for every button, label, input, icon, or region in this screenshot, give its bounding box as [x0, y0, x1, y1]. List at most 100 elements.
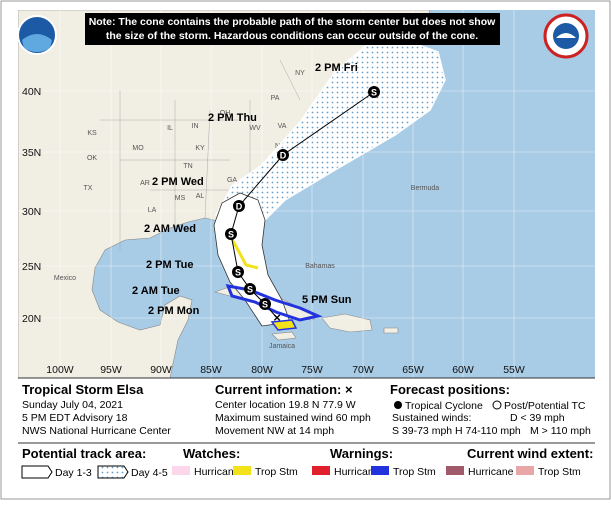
- track-header: Potential track area:: [22, 446, 146, 461]
- place-label: MS: [175, 195, 186, 202]
- storm-title: Tropical Storm Elsa: [22, 382, 144, 397]
- place-label: IN: [192, 123, 199, 130]
- tc-symbol: [394, 401, 402, 409]
- current-position: ×: [273, 310, 281, 325]
- ptc-label: Post/Potential TC: [504, 400, 586, 412]
- point-letter: S: [262, 300, 268, 310]
- puerto-rico: [383, 327, 399, 334]
- forecast-label: 5 PM Sun: [302, 294, 352, 306]
- longitude-labels: 100W 95W 90W 85W 80W 75W 70W 65W 60W 55W: [46, 364, 525, 376]
- warning-jamaica: [270, 319, 298, 331]
- longitude-label: 80W: [251, 364, 273, 376]
- latitude-label: 35N: [22, 147, 41, 159]
- point-letter: S: [371, 88, 377, 98]
- sustained: Sustained winds:: [392, 412, 471, 424]
- trop-storm-warning: [225, 284, 323, 322]
- note-line: Note: The cone contains the probable pat…: [89, 16, 496, 28]
- watch-hurricane-swatch: [172, 466, 190, 475]
- longitude-label: 65W: [402, 364, 424, 376]
- watch-hurricane-label: Hurricane: [194, 466, 240, 478]
- info-panel: Tropical Storm Elsa Sunday July 04, 2021…: [22, 382, 591, 437]
- place-label: TN: [183, 163, 192, 170]
- longitude-label: 85W: [200, 364, 222, 376]
- wind-m: M > 110 mph: [530, 425, 591, 437]
- point-letter: D: [236, 202, 243, 212]
- date: Sunday July 04, 2021: [22, 399, 123, 411]
- forecast-point: [277, 149, 289, 161]
- forecast-label: 2 PM Thu: [208, 112, 257, 124]
- forecast-label: 2 PM Fri: [315, 62, 358, 74]
- warn-ts-label: Trop Stm: [393, 466, 436, 478]
- borders: [100, 59, 301, 250]
- forecast-point: [232, 266, 244, 278]
- legend: Potential track area: Day 1-3 Day 4-5 Wa…: [21, 446, 593, 479]
- place-label: AL: [196, 193, 205, 200]
- place-label: MO: [132, 145, 144, 152]
- map: Mexico Bermuda Bahamas Jamaica TX OK KS AR MO LA M…: [18, 10, 595, 378]
- point-letter: S: [228, 230, 234, 240]
- movement: Movement NW at 14 mph: [215, 425, 334, 437]
- warn-hurricane-label: Hurricane: [334, 466, 380, 478]
- forecast-label: 2 AM Tue: [132, 285, 180, 297]
- place-label: TX: [84, 185, 93, 192]
- place-label: IL: [167, 125, 173, 132]
- forecast-point: [233, 200, 245, 212]
- note-line: the size of the storm. Hazardous conditi…: [106, 30, 478, 42]
- wind-h: H 74-110 mph: [455, 425, 521, 437]
- place-label: KS: [87, 130, 97, 137]
- warn-hurricane-swatch: [312, 466, 330, 475]
- place-label: VA: [278, 123, 287, 130]
- longitude-label: 55W: [503, 364, 525, 376]
- forecast-header: Forecast positions:: [390, 382, 510, 397]
- jamaica: [271, 331, 297, 341]
- place-label: Jamaica: [269, 343, 295, 350]
- place-label: GA: [227, 177, 237, 184]
- forecast-labels: 2 PM Fri 2 PM Thu 2 PM Wed 2 AM Wed 2 PM Tue…: [132, 62, 358, 317]
- forecast-point: [259, 298, 271, 310]
- place-label: AR: [140, 180, 150, 187]
- place-label: PA: [271, 95, 280, 102]
- longitude-label: 60W: [452, 364, 474, 376]
- forecast-point: [368, 86, 380, 98]
- extent-hurricane-swatch: [446, 466, 464, 475]
- current-header: Current information: ×: [215, 382, 353, 397]
- longitude-label: 75W: [301, 364, 323, 376]
- wind-s: S 39-73 mph: [392, 425, 452, 437]
- longitude-label: 70W: [352, 364, 374, 376]
- longitude-label: 95W: [100, 364, 122, 376]
- place-label: NY: [295, 70, 305, 77]
- latitude-labels: 40N 35N 30N 25N 20N: [22, 86, 41, 325]
- wind-d: D < 39 mph: [510, 412, 565, 424]
- forecast-point: [225, 228, 237, 240]
- trop-storm-watch: [226, 231, 259, 270]
- point-letter: S: [247, 285, 253, 295]
- watch-ts-label: Trop Stm: [255, 466, 298, 478]
- day13-swatch: [21, 465, 53, 479]
- tc-label: Tropical Cyclone: [405, 400, 483, 412]
- advisory: 5 PM EDT Advisory 18: [22, 412, 128, 424]
- max-wind: Maximum sustained wind 60 mph: [215, 412, 371, 424]
- nws-logo: [543, 13, 589, 59]
- place-label: Mexico: [54, 275, 76, 282]
- place-label: OK: [87, 155, 97, 162]
- day45-swatch: [97, 465, 129, 479]
- watch-ts-swatch: [233, 466, 251, 475]
- ptc-symbol: [492, 400, 502, 410]
- point-letter: D: [280, 151, 287, 161]
- forecast-label: 2 PM Mon: [148, 305, 200, 317]
- extent-hurricane-label: Hurricane: [468, 466, 514, 478]
- longitude-label: 90W: [150, 364, 172, 376]
- point-letter: S: [235, 268, 241, 278]
- watches-header: Watches:: [183, 446, 240, 461]
- center-name: NWS National Hurricane Center: [22, 425, 171, 437]
- place-label: KY: [195, 145, 205, 152]
- noaa-logo: [17, 15, 57, 55]
- extent-header: Current wind extent:: [467, 446, 593, 461]
- extent-ts-swatch: [516, 466, 534, 475]
- place-label: LA: [148, 207, 157, 214]
- latitude-label: 40N: [22, 86, 41, 98]
- cone-day-4-5: [214, 39, 446, 221]
- latitude-label: 20N: [22, 313, 41, 325]
